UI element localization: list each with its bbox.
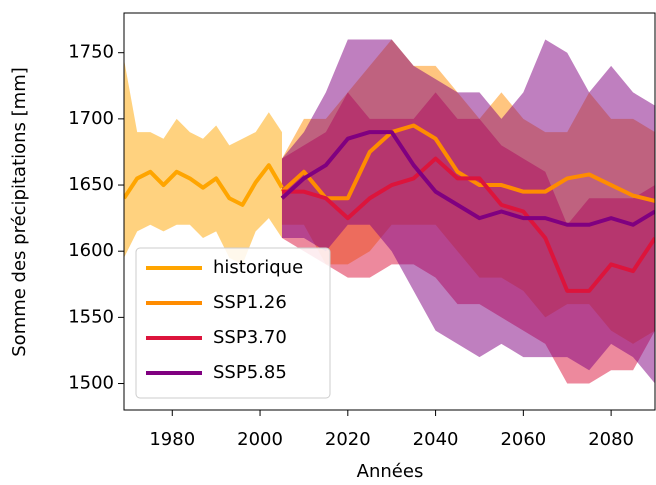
plot-area <box>124 39 655 384</box>
legend-box <box>135 247 331 399</box>
legend-label: SSP1.26 <box>213 292 287 313</box>
legend-label: historique <box>213 257 303 278</box>
x-tick-label: 2060 <box>500 429 546 450</box>
y-tick-label: 1550 <box>68 306 114 327</box>
y-tick-label: 1500 <box>68 373 114 394</box>
line <box>280 130 655 227</box>
line <box>124 163 284 207</box>
x-tick-label: 2000 <box>237 429 283 450</box>
y-tick-label: 1700 <box>68 108 114 129</box>
x-tick-label: 2080 <box>588 429 634 450</box>
y-axis-label: Somme des précipitations [mm] <box>9 67 30 357</box>
line <box>281 156 655 293</box>
y-tick-label: 1750 <box>68 42 114 63</box>
plot-frame <box>123 12 656 411</box>
x-tick-label: 2040 <box>413 429 459 450</box>
legend-label: SSP5.85 <box>213 362 287 383</box>
x-tick-label: 2020 <box>325 429 371 450</box>
y-tick-label: 1600 <box>68 240 114 261</box>
y-tick-label: 1650 <box>68 174 114 195</box>
legend-label: SSP3.70 <box>213 327 287 348</box>
x-tick-label: 1980 <box>149 429 195 450</box>
x-axis-label: Années <box>357 461 424 482</box>
band <box>124 59 282 265</box>
